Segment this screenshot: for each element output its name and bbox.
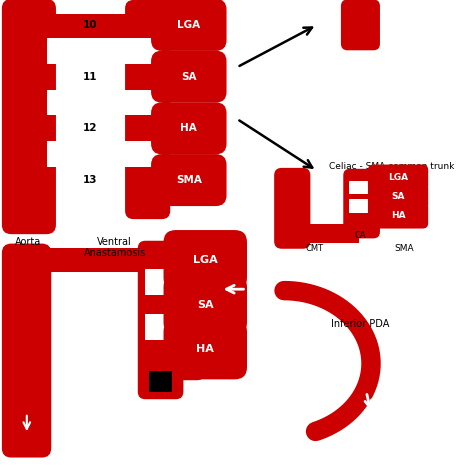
FancyBboxPatch shape xyxy=(151,0,227,51)
FancyBboxPatch shape xyxy=(341,0,380,50)
Text: 11: 11 xyxy=(83,72,97,82)
Text: Aorta: Aorta xyxy=(15,237,41,246)
Text: SA: SA xyxy=(197,300,214,310)
Bar xyxy=(46,14,143,40)
FancyBboxPatch shape xyxy=(138,241,183,399)
FancyBboxPatch shape xyxy=(164,319,247,379)
FancyBboxPatch shape xyxy=(2,244,51,457)
Text: SMA: SMA xyxy=(176,175,202,185)
Text: LGA: LGA xyxy=(388,173,408,182)
Text: Inferior PDA: Inferior PDA xyxy=(331,319,390,328)
Text: SA: SA xyxy=(392,192,405,201)
Text: Ventral
Anastamosis: Ventral Anastamosis xyxy=(83,237,146,258)
Bar xyxy=(145,314,176,340)
FancyBboxPatch shape xyxy=(343,169,380,238)
FancyBboxPatch shape xyxy=(151,51,227,102)
FancyBboxPatch shape xyxy=(2,0,56,234)
Text: LGA: LGA xyxy=(193,255,218,265)
FancyBboxPatch shape xyxy=(368,183,428,210)
FancyBboxPatch shape xyxy=(164,275,247,335)
Bar xyxy=(46,141,162,167)
FancyBboxPatch shape xyxy=(151,154,227,206)
Text: 13: 13 xyxy=(83,175,97,185)
Text: HA: HA xyxy=(181,123,197,133)
Text: SA: SA xyxy=(181,72,197,82)
Text: CA: CA xyxy=(355,231,366,240)
Bar xyxy=(46,38,162,64)
FancyBboxPatch shape xyxy=(125,0,170,219)
Text: HA: HA xyxy=(391,211,405,220)
Bar xyxy=(303,224,359,243)
FancyBboxPatch shape xyxy=(368,164,428,191)
Text: CMT: CMT xyxy=(306,244,324,253)
Text: 12: 12 xyxy=(83,123,97,133)
Bar xyxy=(46,90,162,116)
Text: SMA: SMA xyxy=(394,244,414,253)
Text: Celiac - SMA common trunk: Celiac - SMA common trunk xyxy=(329,162,455,171)
FancyBboxPatch shape xyxy=(164,230,247,290)
FancyBboxPatch shape xyxy=(151,102,227,155)
FancyBboxPatch shape xyxy=(274,168,310,249)
Bar xyxy=(349,200,374,212)
Text: HA: HA xyxy=(196,345,214,355)
Bar xyxy=(145,269,176,295)
Bar xyxy=(42,248,157,272)
FancyBboxPatch shape xyxy=(368,202,428,228)
Text: LGA: LGA xyxy=(177,20,201,30)
Text: 10: 10 xyxy=(83,20,97,30)
Bar xyxy=(349,181,374,194)
Bar xyxy=(149,371,172,392)
